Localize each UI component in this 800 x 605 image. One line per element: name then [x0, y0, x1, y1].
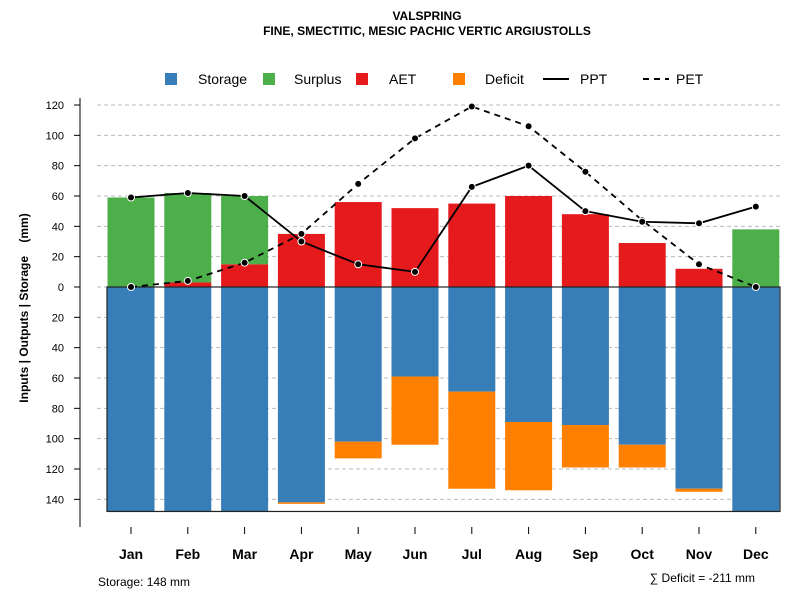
ppt-point	[240, 192, 249, 200]
ppt-point	[695, 219, 703, 228]
pet-point	[751, 283, 760, 291]
legend-label-surplus: Surplus	[294, 71, 341, 87]
storage-bar	[505, 287, 553, 422]
pet-point	[127, 283, 135, 291]
y-tick-label: 40	[52, 343, 64, 355]
storage-bar	[561, 287, 609, 426]
pet-point	[467, 102, 476, 111]
ppt-point	[127, 193, 135, 202]
aet-bar	[448, 203, 496, 287]
pet-point	[240, 258, 249, 267]
y-tick-label: 20	[52, 312, 64, 324]
y-tick-label: 100	[46, 130, 64, 142]
storage-bar	[107, 287, 155, 512]
legend-label-pet: PET	[676, 71, 704, 87]
aet-bar	[675, 268, 723, 287]
deficit-bar	[391, 376, 439, 445]
deficit-bar	[334, 441, 382, 459]
aet-bar	[221, 264, 269, 287]
deficit-bar	[618, 444, 666, 468]
y-tick-label: 120	[46, 464, 64, 476]
pet-point	[695, 260, 703, 269]
legend-swatch-storage	[165, 73, 177, 85]
surplus-bar	[164, 192, 212, 283]
y-tick-label: 80	[52, 161, 64, 173]
ppt-point	[638, 217, 647, 226]
y-tick-label: 40	[52, 221, 64, 233]
x-tick-label: May	[345, 546, 372, 562]
deficit-bar	[277, 502, 325, 504]
ppt-point	[183, 188, 192, 197]
x-tick-label: Jun	[403, 546, 428, 562]
x-tick-label: Aug	[515, 546, 542, 562]
y-axis-label: Inputs | Outputs | Storage (mm)	[17, 213, 31, 402]
aet-bar	[505, 196, 553, 287]
ppt-line	[130, 164, 757, 273]
legend-swatch-surplus	[263, 73, 275, 85]
surplus-bar	[732, 229, 780, 287]
pet-point	[183, 276, 192, 285]
aet-bar	[561, 214, 609, 287]
legend-swatch-aet	[356, 73, 368, 85]
storage-bar	[277, 287, 325, 503]
deficit-bar	[675, 488, 723, 492]
y-tick-label: 0	[58, 282, 64, 294]
legend-swatch-deficit	[453, 73, 465, 85]
ppt-point	[297, 237, 306, 246]
legend-label-deficit: Deficit	[485, 71, 524, 87]
legend-label-ppt: PPT	[580, 71, 608, 87]
y-tick-label: 60	[52, 373, 64, 385]
x-tick-label: Dec	[743, 546, 769, 562]
pet-point	[297, 229, 306, 238]
deficit-bar	[448, 391, 496, 489]
storage-bar	[618, 287, 666, 445]
y-tick-label: 120	[46, 100, 64, 112]
y-tick-label: 60	[52, 191, 64, 203]
x-tick-label: Jul	[462, 546, 482, 562]
chart-subtitle: FINE, SMECTITIC, MESIC PACHIC VERTIC ARG…	[263, 24, 591, 38]
storage-bar	[448, 287, 496, 392]
surplus-bar	[107, 197, 155, 287]
x-tick-label: Mar	[232, 546, 257, 562]
storage-bar	[221, 287, 269, 512]
storage-bar	[675, 287, 723, 489]
storage-bar	[391, 287, 439, 377]
x-tick-label: Sep	[573, 546, 599, 562]
x-tick-label: Apr	[289, 546, 314, 562]
y-tick-label: 20	[52, 252, 64, 264]
y-tick-label: 140	[46, 494, 64, 506]
surplus-bar	[221, 196, 269, 265]
pet-point	[524, 122, 533, 131]
x-tick-label: Jan	[119, 546, 143, 562]
ppt-point	[524, 161, 533, 170]
deficit-bar	[561, 425, 609, 468]
x-tick-label: Feb	[175, 546, 200, 562]
storage-bar	[732, 287, 780, 512]
aet-bar	[618, 243, 666, 287]
deficit-footer: ∑ Deficit = -211 mm	[650, 571, 755, 585]
deficit-bar	[505, 421, 553, 491]
ppt-point	[581, 207, 590, 216]
y-tick-label: 80	[52, 403, 64, 415]
legend-label-storage: Storage	[198, 71, 247, 87]
ppt-point	[467, 182, 476, 191]
ppt-point	[751, 202, 760, 211]
chart-title: VALSPRING	[392, 9, 461, 23]
x-tick-label: Nov	[686, 546, 713, 562]
storage-bar	[164, 287, 212, 512]
pet-point	[581, 167, 590, 176]
pet-point	[411, 134, 419, 143]
pet-point	[354, 179, 363, 188]
storage-frame	[106, 286, 781, 513]
legend-label-aet: AET	[389, 71, 417, 87]
storage-bar	[334, 287, 382, 442]
storage-footer: Storage: 148 mm	[98, 575, 190, 589]
ppt-point	[411, 267, 419, 276]
aet-bar	[334, 202, 382, 287]
x-tick-label: Oct	[631, 546, 655, 562]
ppt-point	[354, 260, 363, 269]
y-tick-label: 100	[46, 434, 64, 446]
